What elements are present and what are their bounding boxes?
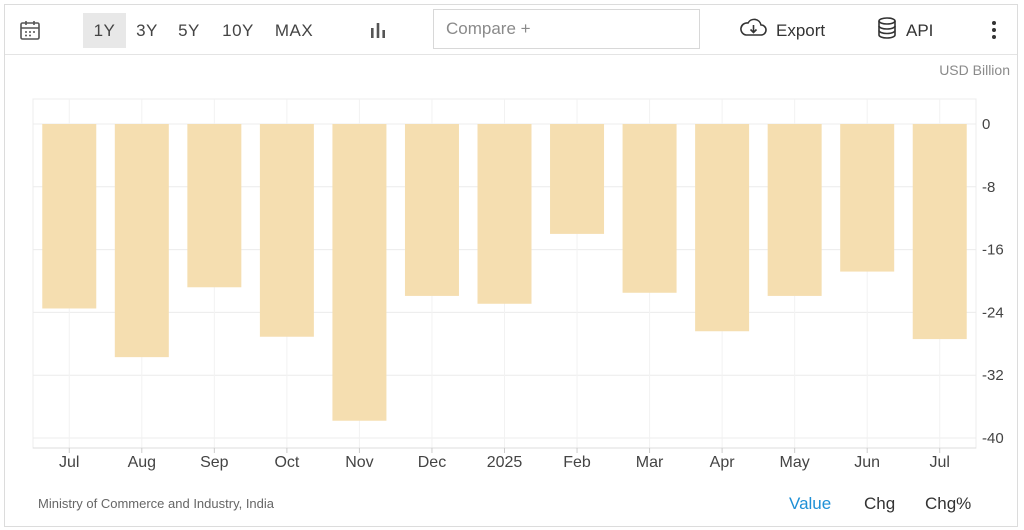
range-5y-button[interactable]: 5Y xyxy=(178,20,200,40)
vertical-dots-icon[interactable] xyxy=(981,17,1007,43)
range-1y-button[interactable]: 1Y xyxy=(83,13,126,48)
range-3y-button[interactable]: 3Y xyxy=(136,20,158,40)
x-tick-label: Jul xyxy=(930,454,950,471)
x-tick-label: Sep xyxy=(200,454,229,471)
x-tick-label: Aug xyxy=(128,454,156,471)
bar xyxy=(42,124,97,309)
unit-label: USD Billion xyxy=(939,62,1010,78)
source-text: Ministry of Commerce and Industry, India xyxy=(38,496,275,511)
bar xyxy=(332,124,387,421)
bar xyxy=(477,124,532,304)
y-tick-label: -24 xyxy=(982,304,1004,321)
x-tick-label: Apr xyxy=(710,454,736,471)
y-tick-label: -32 xyxy=(982,367,1004,384)
x-tick-label: May xyxy=(780,454,810,471)
x-tick-label: Jul xyxy=(59,454,79,471)
bar xyxy=(912,124,967,340)
bar xyxy=(840,124,895,272)
y-tick-label: -40 xyxy=(982,430,1004,447)
bar xyxy=(404,124,459,296)
export-button[interactable]: Export xyxy=(738,13,825,48)
y-tick-label: -8 xyxy=(982,179,995,196)
bar xyxy=(259,124,314,337)
bar xyxy=(187,124,242,288)
api-label: API xyxy=(906,20,934,40)
bar xyxy=(622,124,677,293)
tab-chg-percent[interactable]: Chg% xyxy=(925,494,972,513)
x-tick-label: Dec xyxy=(418,454,446,471)
api-button[interactable]: API xyxy=(876,13,933,48)
bar xyxy=(114,124,169,358)
x-tick-label: 2025 xyxy=(487,454,523,471)
y-tick-label: 0 xyxy=(982,116,990,133)
export-label: Export xyxy=(776,20,826,40)
cloud-download-icon xyxy=(738,17,768,44)
x-tick-label: Mar xyxy=(636,454,664,471)
x-tick-label: Nov xyxy=(345,454,373,471)
tab-value[interactable]: Value xyxy=(789,494,832,513)
range-max-button[interactable]: MAX xyxy=(274,20,314,40)
bar-chart-icon[interactable] xyxy=(365,17,391,43)
range-10y-button[interactable]: 10Y xyxy=(222,20,254,40)
bar xyxy=(767,124,822,296)
y-tick-label: -16 xyxy=(982,242,1004,259)
x-tick-label: Feb xyxy=(563,454,591,471)
bar xyxy=(695,124,750,332)
database-icon xyxy=(876,16,898,45)
tab-chg[interactable]: Chg xyxy=(864,494,896,513)
compare-input[interactable] xyxy=(433,9,700,49)
x-tick-label: Oct xyxy=(274,454,299,471)
bar xyxy=(550,124,605,234)
x-tick-label: Jun xyxy=(854,454,880,471)
chart-toolbar: 1Y 3Y 5Y 10Y MAX Export xyxy=(5,5,1017,55)
calendar-icon[interactable] xyxy=(17,17,43,43)
